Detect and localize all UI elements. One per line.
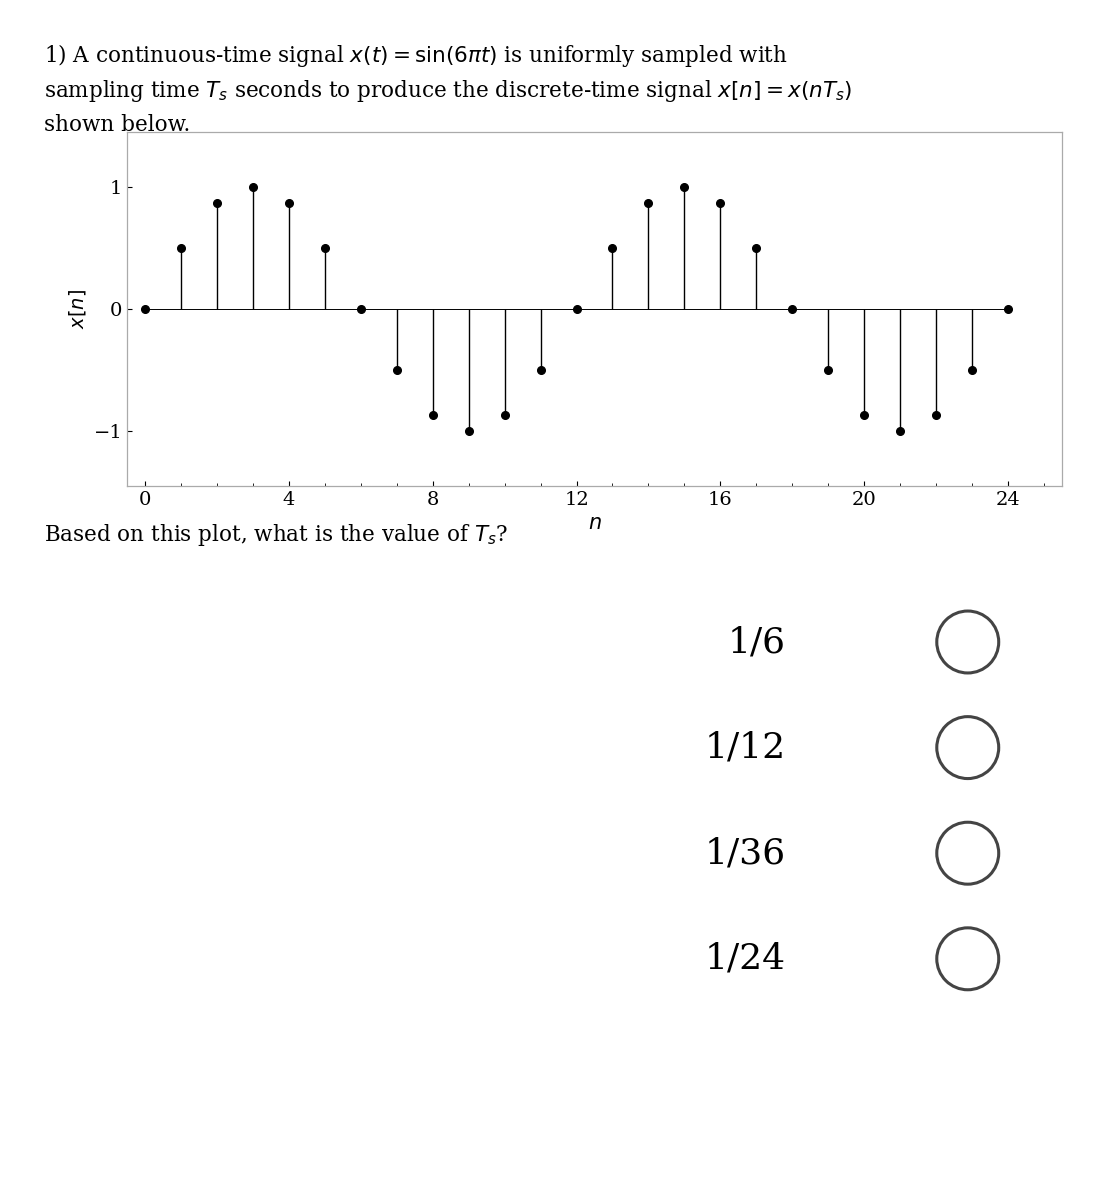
Text: Based on this plot, what is the value of $T_s$?: Based on this plot, what is the value of… bbox=[44, 522, 509, 548]
Y-axis label: $x[n]$: $x[n]$ bbox=[67, 289, 88, 329]
Text: 1/36: 1/36 bbox=[705, 836, 785, 870]
Text: shown below.: shown below. bbox=[44, 114, 190, 136]
Text: 1/6: 1/6 bbox=[728, 625, 785, 659]
X-axis label: $n$: $n$ bbox=[587, 515, 602, 534]
Text: 1/12: 1/12 bbox=[705, 731, 785, 764]
Text: 1) A continuous-time signal $x(t) = \sin(6\pi t)$ is uniformly sampled with: 1) A continuous-time signal $x(t) = \sin… bbox=[44, 42, 789, 68]
Text: 1/24: 1/24 bbox=[705, 942, 785, 976]
Text: sampling time $T_s$ seconds to produce the discrete-time signal $x[n] = x(nT_s)$: sampling time $T_s$ seconds to produce t… bbox=[44, 78, 853, 104]
